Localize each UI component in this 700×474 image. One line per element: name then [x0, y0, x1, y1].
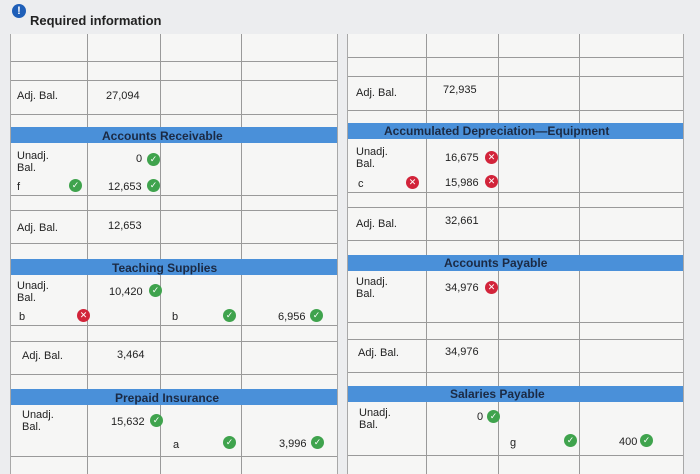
x-icon: ✕: [406, 176, 419, 189]
unadj-bal-label: Unadj. Bal.: [356, 146, 388, 170]
credit-entry-label-a[interactable]: a: [173, 439, 180, 451]
unadj-bal-label: Unadj. Bal.: [359, 407, 391, 431]
unadj-bal-value[interactable]: 34,976: [445, 282, 479, 294]
entry-value[interactable]: 12,653: [108, 181, 142, 193]
grid-line: [348, 339, 683, 340]
account-title-accounts-payable: Accounts Payable: [444, 256, 548, 270]
grid-line: [348, 322, 683, 323]
credit-value[interactable]: 400: [619, 436, 638, 448]
entry-label-c[interactable]: c: [358, 178, 364, 190]
grid-line: [241, 34, 242, 474]
check-icon: ✓: [223, 309, 236, 322]
adj-bal-value[interactable]: 12,653: [108, 220, 142, 232]
header-title: Required information: [30, 13, 162, 28]
unadj-bal-value[interactable]: 15,632: [111, 416, 145, 428]
unadj-bal-label: Unadj. Bal.: [17, 150, 49, 174]
grid-line: [11, 114, 337, 115]
grid-line: [11, 325, 337, 326]
grid-line: [11, 341, 337, 342]
account-title-bar: [11, 389, 337, 405]
grid-line: [11, 243, 337, 244]
x-icon: ✕: [485, 151, 498, 164]
check-icon: ✓: [223, 436, 236, 449]
account-title-accounts-receivable: Accounts Receivable: [102, 129, 223, 143]
adj-bal-value[interactable]: 3,464: [117, 349, 145, 361]
account-title-bar: [348, 386, 683, 402]
unadj-bal-value[interactable]: 0: [477, 411, 484, 423]
grid-line: [348, 455, 683, 456]
entry-value[interactable]: 15,986: [445, 177, 479, 189]
x-icon: ✕: [485, 281, 498, 294]
grid-line: [579, 34, 580, 474]
check-icon: ✓: [69, 179, 82, 192]
account-title-teaching-supplies: Teaching Supplies: [112, 261, 218, 275]
adj-bal-label: Adj. Bal.: [358, 347, 399, 359]
top-adj-bal-value[interactable]: 27,094: [106, 90, 140, 102]
top-adj-bal-label: Adj. Bal.: [356, 87, 397, 99]
grid-line: [11, 80, 337, 81]
unadj-bal-value[interactable]: 16,675: [445, 152, 479, 164]
adj-bal-label: Adj. Bal.: [22, 350, 63, 362]
x-icon: ✕: [485, 175, 498, 188]
check-icon: ✓: [311, 436, 324, 449]
entry-label-b[interactable]: b: [19, 311, 26, 323]
check-icon: ✓: [310, 309, 323, 322]
grid-line: [348, 57, 683, 58]
unadj-bal-value[interactable]: 10,420: [109, 286, 143, 298]
check-icon: ✓: [150, 414, 163, 427]
check-icon: ✓: [487, 410, 500, 423]
grid-line: [348, 110, 683, 111]
account-title-bar: [348, 123, 683, 139]
grid-line: [348, 207, 683, 208]
account-title-bar: [11, 127, 337, 143]
grid-line: [160, 34, 161, 474]
grid-line: [498, 34, 499, 474]
unadj-bal-label: Unadj. Bal.: [356, 276, 388, 300]
right-t-accounts-panel: Adj. Bal. 72,935 Accumulated Depreciatio…: [347, 34, 684, 474]
check-icon: ✓: [149, 284, 162, 297]
top-adj-bal-label: Adj. Bal.: [17, 90, 58, 102]
grid-line: [348, 76, 683, 77]
account-title-accumulated-depreciation: Accumulated Depreciation—Equipment: [384, 124, 610, 138]
header: ! Required information: [0, 0, 700, 36]
account-title-salaries-payable: Salaries Payable: [450, 387, 545, 401]
grid-line: [11, 210, 337, 211]
adj-bal-label: Adj. Bal.: [17, 222, 58, 234]
alert-icon: !: [12, 4, 26, 18]
grid-line: [11, 61, 337, 62]
unadj-bal-label: Unadj. Bal.: [17, 280, 49, 304]
grid-line: [11, 374, 337, 375]
credit-value[interactable]: 6,956: [278, 311, 306, 323]
check-icon: ✓: [564, 434, 577, 447]
credit-value[interactable]: 3,996: [279, 438, 307, 450]
grid-line: [87, 34, 88, 474]
adj-bal-value[interactable]: 32,661: [445, 215, 479, 227]
grid-line: [426, 34, 427, 474]
grid-line: [348, 372, 683, 373]
unadj-bal-label: Unadj. Bal.: [22, 409, 54, 433]
grid-line: [11, 195, 337, 196]
top-adj-bal-value[interactable]: 72,935: [443, 84, 477, 96]
check-icon: ✓: [640, 434, 653, 447]
check-icon: ✓: [147, 153, 160, 166]
left-t-accounts-panel: Adj. Bal. 27,094 Accounts Receivable Una…: [10, 34, 338, 474]
grid-line: [348, 192, 683, 193]
x-icon: ✕: [77, 309, 90, 322]
account-title-bar: [348, 255, 683, 271]
credit-entry-label-b[interactable]: b: [172, 311, 179, 323]
adj-bal-value[interactable]: 34,976: [445, 346, 479, 358]
account-title-prepaid-insurance: Prepaid Insurance: [115, 391, 220, 405]
credit-entry-label-g[interactable]: g: [510, 437, 517, 449]
entry-label-f[interactable]: f: [17, 181, 21, 193]
adj-bal-label: Adj. Bal.: [356, 218, 397, 230]
account-title-bar: [11, 259, 337, 275]
unadj-bal-value[interactable]: 0: [136, 153, 143, 165]
check-icon: ✓: [147, 179, 160, 192]
grid-line: [11, 456, 337, 457]
grid-line: [348, 240, 683, 241]
